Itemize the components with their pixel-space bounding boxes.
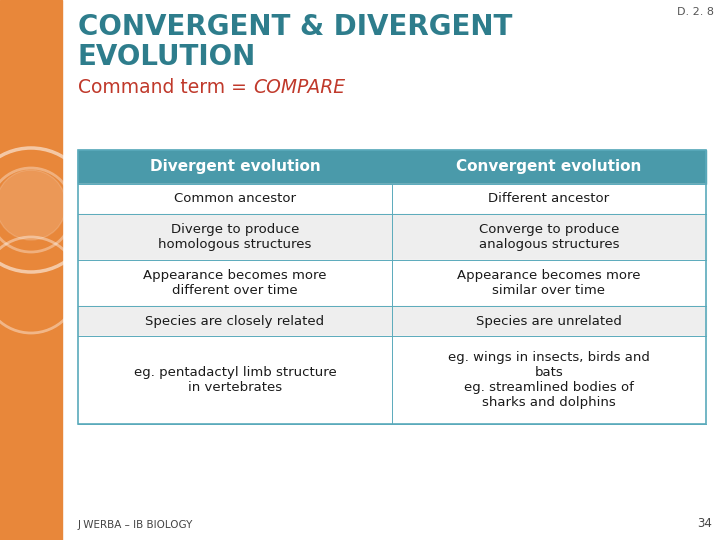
Text: Appearance becomes more
different over time: Appearance becomes more different over t… (143, 269, 327, 297)
Bar (78, 306, 706, 336)
Text: EVOLUTION: EVOLUTION (78, 43, 256, 71)
Text: Command term =: Command term = (78, 78, 253, 97)
Text: D. 2. 8: D. 2. 8 (677, 7, 714, 17)
Bar (0, 0, 62, 540)
Bar (78, 260, 706, 306)
Circle shape (0, 170, 66, 240)
Text: 34: 34 (697, 517, 712, 530)
Text: Diverge to produce
homologous structures: Diverge to produce homologous structures (158, 223, 312, 251)
Text: Divergent evolution: Divergent evolution (150, 159, 320, 174)
Text: CONVERGENT & DIVERGENT: CONVERGENT & DIVERGENT (78, 13, 513, 41)
Text: COMPARE: COMPARE (253, 78, 345, 97)
Text: eg. pentadactyl limb structure
in vertebrates: eg. pentadactyl limb structure in verteb… (134, 366, 336, 394)
Text: Species are unrelated: Species are unrelated (476, 314, 622, 327)
Text: Convergent evolution: Convergent evolution (456, 159, 642, 174)
Text: J WERBA – IB BIOLOGY: J WERBA – IB BIOLOGY (78, 520, 194, 530)
Bar (78, 214, 706, 260)
Bar (78, 336, 706, 424)
Bar (78, 184, 706, 214)
Bar (78, 150, 706, 424)
Text: Species are closely related: Species are closely related (145, 314, 325, 327)
Text: Converge to produce
analogous structures: Converge to produce analogous structures (479, 223, 619, 251)
Text: Appearance becomes more
similar over time: Appearance becomes more similar over tim… (457, 269, 641, 297)
Text: Common ancestor: Common ancestor (174, 192, 296, 206)
Text: Different ancestor: Different ancestor (488, 192, 610, 206)
Bar (78, 150, 706, 184)
Text: eg. wings in insects, birds and
bats
eg. streamlined bodies of
sharks and dolphi: eg. wings in insects, birds and bats eg.… (448, 351, 650, 409)
